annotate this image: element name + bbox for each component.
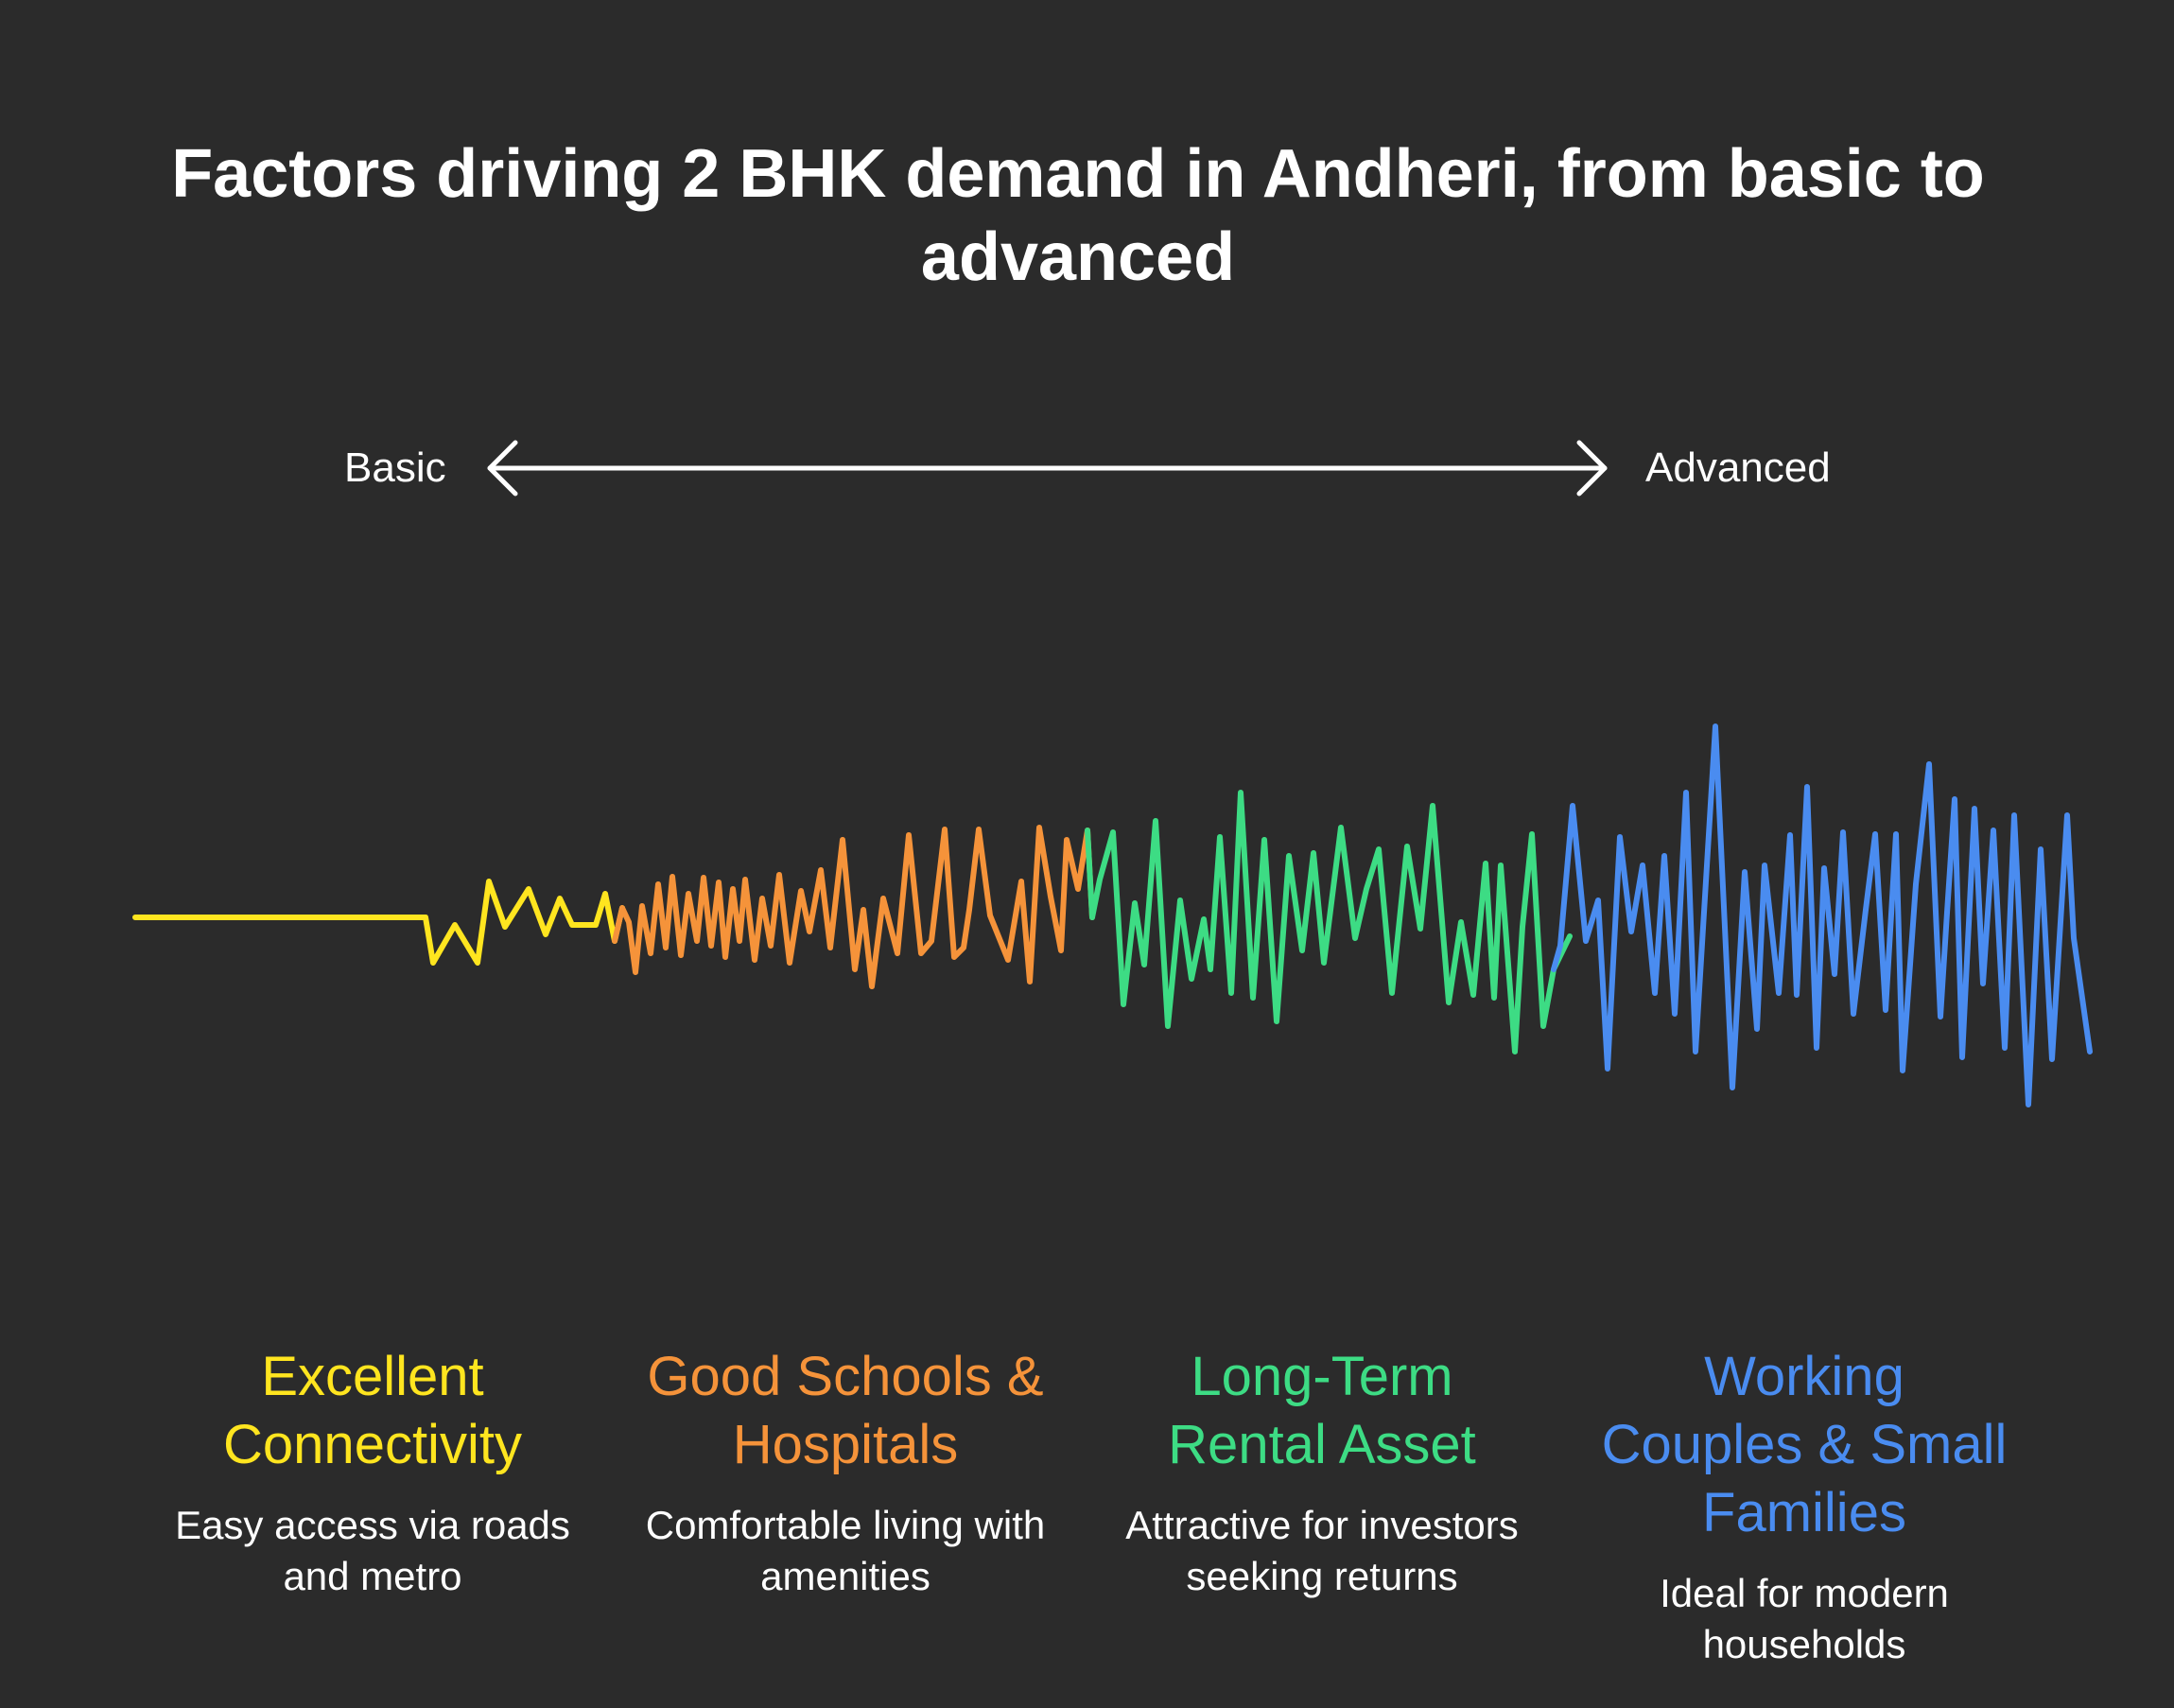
- wave-segment-rental: [1085, 790, 1573, 1054]
- factor-description: Attractive for investors seeking returns: [1125, 1503, 1519, 1598]
- factor-title: Excellent Connectivity: [223, 1346, 522, 1475]
- basic-label: Basic: [344, 444, 446, 491]
- factor-schools-hospitals: Good Schools & Hospitals Comfortable liv…: [637, 1343, 1053, 1602]
- factor-connectivity: Excellent Connectivity Easy access via r…: [165, 1343, 581, 1602]
- basic-to-advanced-arrow: [487, 440, 1608, 497]
- factor-description: Comfortable living with amenities: [645, 1503, 1046, 1598]
- factor-title: Long-Term Rental Asset: [1168, 1346, 1476, 1475]
- wave-segment-connectivity: [132, 879, 625, 966]
- advanced-label: Advanced: [1645, 444, 1831, 491]
- factor-rental-asset: Long-Term Rental Asset Attractive for in…: [1114, 1343, 1530, 1602]
- wave-segment-schools: [612, 825, 1095, 989]
- factor-title: Working Couples & Small Families: [1601, 1346, 2008, 1543]
- factor-working-couples: Working Couples & Small Families Ideal f…: [1596, 1343, 2012, 1670]
- factor-title: Good Schools & Hospitals: [647, 1346, 1044, 1475]
- diagram-title: Factors driving 2 BHK demand in Andheri,…: [171, 136, 1985, 295]
- factor-description: Ideal for modern households: [1660, 1571, 1949, 1666]
- factor-description: Easy access via roads and metro: [175, 1503, 570, 1598]
- wave-segment-families: [1551, 723, 2093, 1107]
